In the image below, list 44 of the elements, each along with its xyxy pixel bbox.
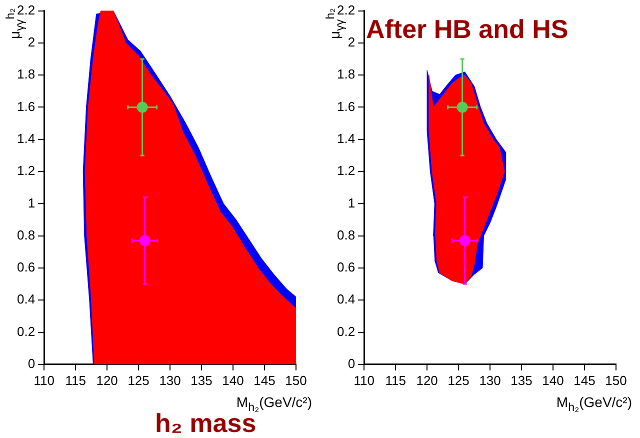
y-tick-label: 2 — [348, 34, 356, 50]
x-tick-label: 115 — [385, 372, 406, 388]
y-tick-label: 1.8 — [16, 66, 36, 82]
y-tick-label: 1.4 — [16, 130, 36, 146]
y-tick-label: 1.6 — [336, 98, 356, 114]
x-tick-label: 150 — [605, 372, 627, 388]
y-tick-label: 0.4 — [336, 292, 356, 307]
y-tick-label: 1.4 — [336, 130, 356, 146]
x-axis-title: M$_{h₂}$(GeV/c²) — [556, 394, 632, 414]
x-tick-label: 110 — [354, 372, 374, 388]
y-tick-label: 0.8 — [16, 227, 36, 242]
x-tick-label: 135 — [190, 372, 212, 388]
x-tick-label: 120 — [96, 372, 118, 388]
x-tick-label: 130 — [159, 372, 181, 388]
x-tick-label: 145 — [254, 372, 276, 388]
x-tick-label: 135 — [510, 372, 532, 388]
y-tick-label: 1 — [348, 195, 356, 210]
y-tick-label: 1.8 — [336, 66, 356, 82]
chart-title: After HB and HS — [366, 14, 568, 45]
x-tick-label: 140 — [542, 372, 564, 388]
y-tick-label: 0 — [348, 356, 356, 371]
x-tick-label: 125 — [128, 372, 150, 388]
y-tick-label: 2.2 — [16, 2, 36, 18]
y-tick-label: 1 — [28, 195, 36, 210]
y-tick-label: 0 — [28, 356, 36, 371]
y-tick-label: 0.8 — [336, 227, 356, 242]
y-tick-label: 1.2 — [336, 163, 356, 178]
x-tick-label: 115 — [65, 372, 86, 388]
x-tick-label: 120 — [416, 372, 438, 388]
x-tick-label: 145 — [574, 372, 596, 388]
y-tick-label: 0.4 — [16, 292, 36, 307]
x-tick-label: 130 — [479, 372, 501, 388]
x-tick-label: 125 — [448, 372, 470, 388]
y-tick-label: 2 — [28, 34, 36, 50]
x-tick-label: 140 — [222, 372, 244, 388]
y-tick-label: 1.6 — [16, 98, 36, 114]
y-tick-label: 1.2 — [16, 163, 36, 178]
y-tick-label: 0.6 — [336, 260, 356, 275]
x-tick-label: 150 — [285, 372, 307, 388]
x-tick-label: 110 — [34, 372, 54, 388]
y-tick-label: 2.2 — [336, 2, 356, 18]
y-tick-label: 0.6 — [16, 260, 36, 275]
y-tick-label: 0.2 — [16, 324, 36, 339]
y-tick-label: 0.2 — [336, 324, 356, 339]
